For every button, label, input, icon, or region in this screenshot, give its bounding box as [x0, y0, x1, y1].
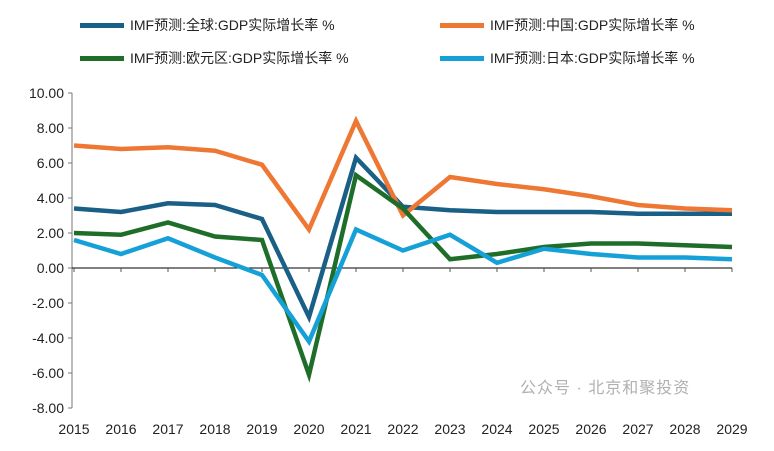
- legend-swatch: [80, 55, 124, 61]
- y-tick-label: 4.00: [37, 190, 64, 206]
- legend-label: IMF预测:全球:GDP实际增长率 %: [130, 17, 335, 33]
- legend-swatch: [80, 22, 124, 28]
- x-tick-label: 2026: [575, 421, 606, 437]
- x-tick-label: 2019: [246, 421, 277, 437]
- series-line-0: [73, 153, 732, 324]
- x-tick-label: 2020: [293, 421, 324, 437]
- series-line-2: [73, 171, 733, 383]
- y-tick-label: 2.00: [37, 225, 64, 241]
- legend-label: IMF预测:欧元区:GDP实际增长率 %: [130, 50, 349, 66]
- y-tick-label: -2.00: [32, 295, 64, 311]
- x-tick-label: 2021: [340, 421, 371, 437]
- x-tick-label: 2024: [481, 421, 512, 437]
- x-tick-label: 2017: [152, 421, 183, 437]
- y-tick-label: -4.00: [32, 330, 64, 346]
- x-tick-label: 2027: [622, 421, 653, 437]
- legend-swatch: [440, 55, 484, 61]
- x-tick-label: 2016: [105, 421, 136, 437]
- legend-item-japan: IMF预测:日本:GDP实际增长率 %: [440, 49, 695, 67]
- legend-label: IMF预测:日本:GDP实际增长率 %: [490, 50, 695, 66]
- x-tick-label: 2025: [528, 421, 559, 437]
- y-tick-label: -6.00: [32, 365, 64, 381]
- y-tick-label: -8.00: [32, 400, 64, 416]
- x-tick-label: 2028: [669, 421, 700, 437]
- x-tick-label: 2018: [199, 421, 230, 437]
- y-tick-label: 6.00: [37, 155, 64, 171]
- legend-swatch: [440, 22, 484, 28]
- legend-item-euro: IMF预测:欧元区:GDP实际增长率 %: [80, 49, 349, 67]
- x-tick-label: 2023: [434, 421, 465, 437]
- legend-item-world: IMF预测:全球:GDP实际增长率 %: [80, 16, 335, 34]
- y-tick-label: 10.00: [29, 85, 64, 101]
- y-tick-label: 0.00: [37, 260, 64, 276]
- legend-label: IMF预测:中国:GDP实际增长率 %: [490, 17, 695, 33]
- x-tick-label: 2015: [58, 421, 89, 437]
- watermark: 公众号 · 北京和聚投资: [520, 380, 691, 397]
- legend-item-china: IMF预测:中国:GDP实际增长率 %: [440, 16, 695, 34]
- y-tick-label: 8.00: [37, 120, 64, 136]
- x-tick-label: 2029: [716, 421, 747, 437]
- x-tick-label: 2022: [387, 421, 418, 437]
- series-line-3: [73, 226, 733, 347]
- series-line-1: [73, 115, 733, 235]
